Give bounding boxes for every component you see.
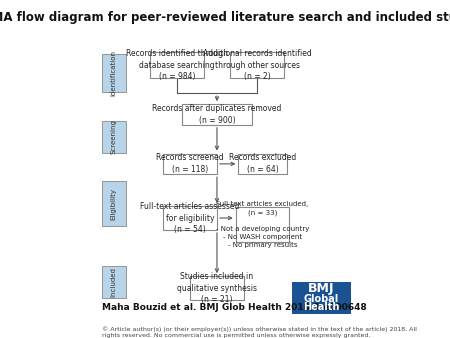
Text: BMJ: BMJ [308, 282, 335, 295]
FancyBboxPatch shape [292, 282, 351, 314]
FancyBboxPatch shape [230, 52, 284, 78]
Text: Studies included in
qualitative synthesis
(n = 21): Studies included in qualitative synthesi… [177, 272, 257, 305]
Text: PRISMA flow diagram for peer-reviewed literature search and included studies.: PRISMA flow diagram for peer-reviewed li… [0, 11, 450, 24]
Text: Identification: Identification [111, 50, 117, 96]
Text: Full-text articles excluded,
(n = 33)

- Not a developing country
- No WASH comp: Full-text articles excluded, (n = 33) - … [216, 201, 309, 248]
Text: Records excluded
(n = 64): Records excluded (n = 64) [229, 153, 296, 174]
Text: Additional records identified
through other sources
(n = 2): Additional records identified through ot… [203, 49, 311, 81]
Text: Maha Bouzid et al. BMJ Glob Health 2018;3:e000648: Maha Bouzid et al. BMJ Glob Health 2018;… [102, 303, 366, 312]
Text: Eligibility: Eligibility [111, 188, 117, 220]
FancyBboxPatch shape [190, 276, 244, 300]
Text: © Article author(s) (or their employer(s)) unless otherwise stated in the text o: © Article author(s) (or their employer(s… [102, 326, 417, 338]
Text: Included: Included [111, 267, 117, 297]
FancyBboxPatch shape [163, 206, 217, 230]
FancyBboxPatch shape [163, 153, 217, 174]
FancyBboxPatch shape [102, 54, 126, 92]
FancyBboxPatch shape [238, 153, 287, 174]
Text: Full-text articles assessed
for eligibility
(n = 54): Full-text articles assessed for eligibil… [140, 202, 240, 234]
Text: Global: Global [304, 294, 339, 304]
Text: Records screened
(n = 118): Records screened (n = 118) [156, 153, 224, 174]
Text: Records after duplicates removed
(n = 900): Records after duplicates removed (n = 90… [152, 104, 282, 125]
FancyBboxPatch shape [182, 104, 252, 125]
FancyBboxPatch shape [102, 182, 126, 226]
Text: Records identified through
database searching
(n = 984): Records identified through database sear… [126, 49, 228, 81]
FancyBboxPatch shape [236, 207, 289, 242]
Text: Screening: Screening [111, 119, 117, 154]
FancyBboxPatch shape [102, 121, 126, 153]
Text: Health: Health [303, 302, 340, 312]
FancyBboxPatch shape [102, 266, 126, 298]
FancyBboxPatch shape [150, 52, 203, 78]
